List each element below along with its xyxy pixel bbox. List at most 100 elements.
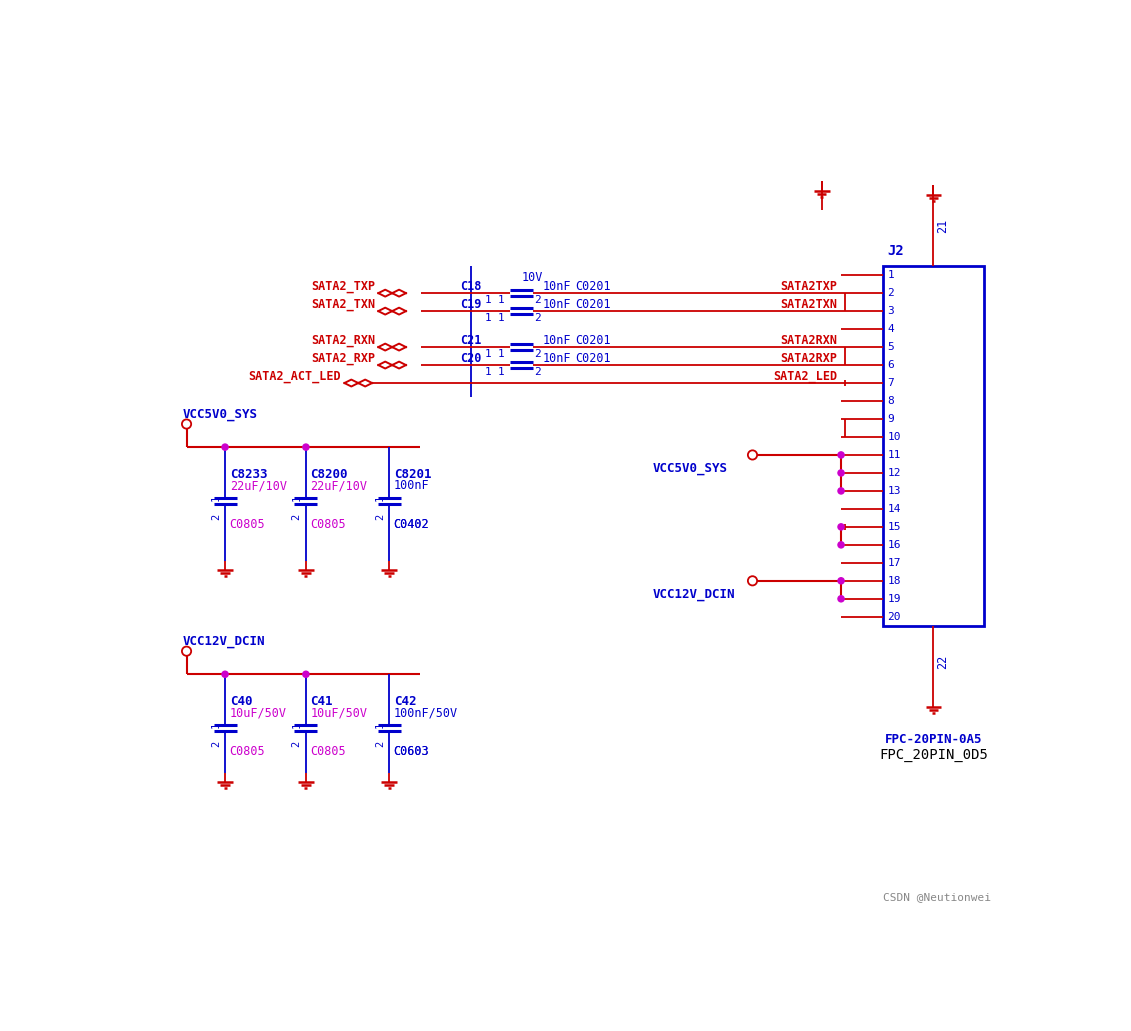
Text: 10: 10 [887,432,900,442]
Circle shape [838,452,844,458]
Text: 13: 13 [887,486,900,496]
Text: 7: 7 [887,378,893,388]
Text: C8233: C8233 [230,468,267,480]
Text: 2: 2 [292,740,302,746]
Text: 11: 11 [887,450,900,460]
Text: 16: 16 [887,540,900,550]
Text: 1: 1 [484,313,491,323]
Text: 2: 2 [535,295,542,305]
Text: 1: 1 [210,722,221,728]
Circle shape [838,596,844,602]
Text: 1: 1 [887,270,893,280]
Text: VCC12V_DCIN: VCC12V_DCIN [183,635,265,648]
Text: 10uF/50V: 10uF/50V [230,706,286,720]
Text: 12: 12 [887,468,900,478]
Text: C0603: C0603 [394,744,430,758]
Text: 1: 1 [484,295,491,305]
Text: 20: 20 [887,611,900,622]
Text: 22uF/10V: 22uF/10V [230,479,286,492]
Text: C0805: C0805 [230,744,266,758]
Text: 8: 8 [887,396,893,406]
Text: 1: 1 [498,313,504,323]
Text: C0402: C0402 [394,518,430,531]
Text: C41: C41 [311,695,333,707]
Text: 10nF: 10nF [543,353,571,365]
Text: 1: 1 [498,350,504,359]
Text: 17: 17 [887,558,900,568]
Text: C21: C21 [460,334,482,347]
Text: 2: 2 [535,367,542,377]
Text: 10V: 10V [521,271,543,285]
Text: C8200: C8200 [311,468,348,480]
Text: 22uF/10V: 22uF/10V [311,479,368,492]
Text: 10nF: 10nF [543,334,571,347]
Text: 1: 1 [498,367,504,377]
Text: FPC-20PIN-0A5: FPC-20PIN-0A5 [884,733,982,746]
Circle shape [838,541,844,547]
Circle shape [838,488,844,494]
Text: 2: 2 [374,740,385,746]
Text: VCC5V0_SYS: VCC5V0_SYS [653,462,727,475]
Text: 2: 2 [210,513,221,520]
Text: 2: 2 [887,288,893,298]
Text: 1: 1 [484,367,491,377]
Text: 1: 1 [498,295,504,305]
Circle shape [303,444,309,451]
Text: SATA2_RXP: SATA2_RXP [311,353,375,365]
Text: 9: 9 [887,414,893,424]
Text: 1: 1 [292,722,302,728]
Text: 10uF/50V: 10uF/50V [311,706,368,720]
Text: C42: C42 [394,695,416,707]
Text: 1: 1 [374,722,385,728]
Text: FPC_20PIN_0D5: FPC_20PIN_0D5 [879,749,987,762]
Text: SATA2RXP: SATA2RXP [780,353,837,365]
Text: 10nF: 10nF [543,298,571,311]
Text: C19: C19 [460,298,482,311]
Text: SATA2_LED: SATA2_LED [774,370,837,384]
Text: 1: 1 [484,350,491,359]
Text: 15: 15 [887,522,900,532]
Text: 2: 2 [374,513,385,520]
Text: 3: 3 [887,306,893,317]
Text: SATA2_ACT_LED: SATA2_ACT_LED [248,370,340,384]
Text: SATA2_TXN: SATA2_TXN [311,298,375,311]
Circle shape [222,671,228,677]
Text: C0201: C0201 [576,280,611,294]
Text: C0805: C0805 [311,518,346,531]
Text: 14: 14 [887,504,900,513]
Text: CSDN @Neutionwei: CSDN @Neutionwei [883,893,991,902]
Circle shape [303,671,309,677]
Text: C18: C18 [460,280,482,294]
Text: SATA2TXP: SATA2TXP [780,280,837,294]
Text: J2: J2 [887,243,904,258]
Circle shape [838,470,844,476]
Text: C0402: C0402 [394,518,430,531]
Text: 100nF/50V: 100nF/50V [394,706,458,720]
Text: C0201: C0201 [576,298,611,311]
Text: 6: 6 [887,360,893,370]
Text: 2: 2 [292,513,302,520]
Text: SATA2_TXP: SATA2_TXP [311,280,375,294]
Text: C0201: C0201 [576,353,611,365]
Text: SATA2RXN: SATA2RXN [780,334,837,347]
Text: SATA2_RXN: SATA2_RXN [311,334,375,347]
Text: VCC5V0_SYS: VCC5V0_SYS [183,408,258,422]
Text: 21: 21 [936,219,950,233]
Bar [883,266,984,626]
Circle shape [838,577,844,584]
Text: 5: 5 [887,342,893,352]
Text: VCC12V_DCIN: VCC12V_DCIN [653,588,735,601]
Text: 1: 1 [374,495,385,501]
Text: C40: C40 [230,695,252,707]
Text: 10nF: 10nF [543,280,571,294]
Text: 1: 1 [292,495,302,501]
Text: 1: 1 [210,495,221,501]
Text: 18: 18 [887,575,900,586]
Text: 19: 19 [887,594,900,604]
Text: C0603: C0603 [394,744,430,758]
Text: SATA2TXN: SATA2TXN [780,298,837,311]
Text: 100nF: 100nF [394,479,430,492]
Text: C0805: C0805 [230,518,266,531]
Text: C0805: C0805 [311,744,346,758]
Text: C8201: C8201 [394,468,431,480]
